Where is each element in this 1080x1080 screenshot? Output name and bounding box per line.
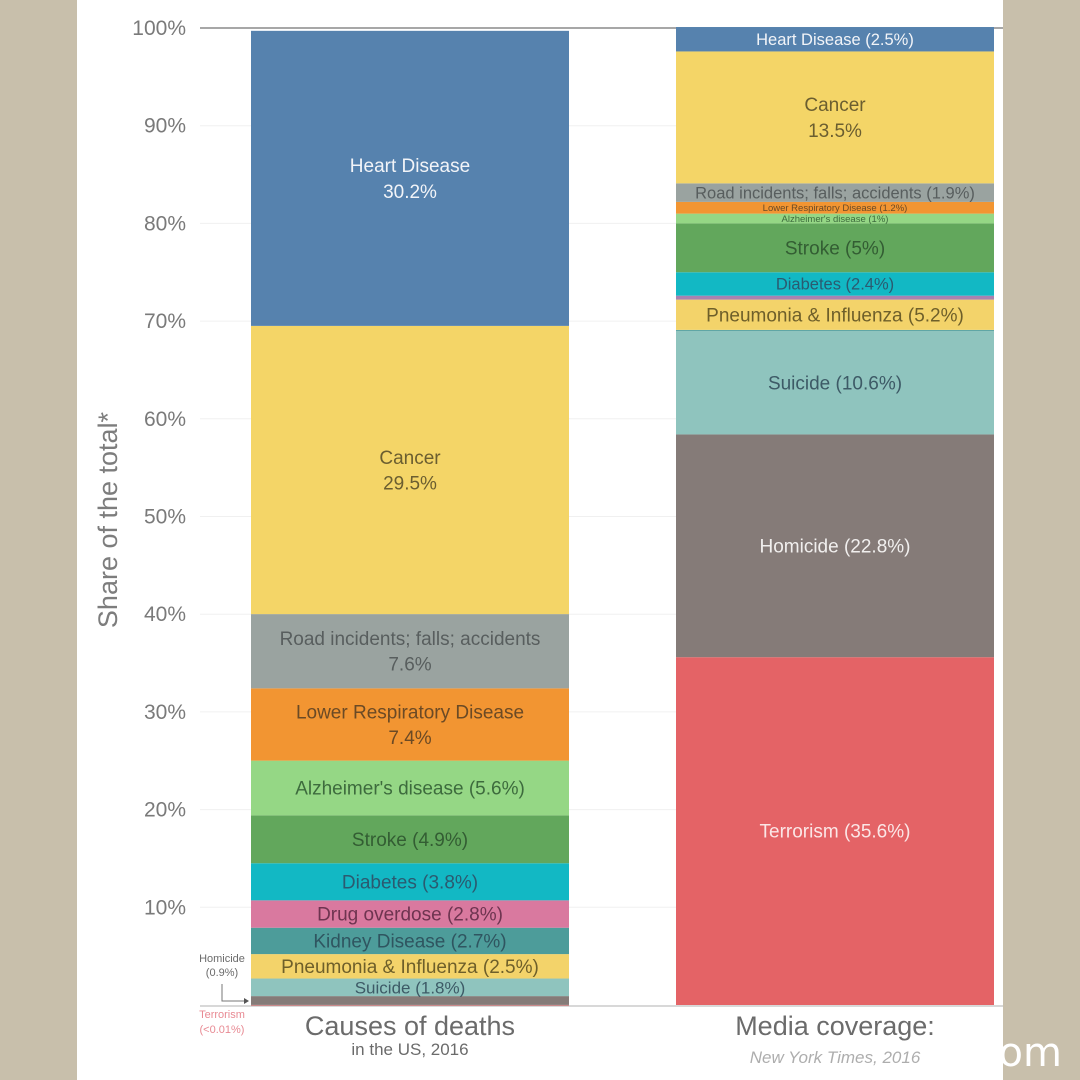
annotation-arrowhead xyxy=(244,998,249,1004)
segment-drug-overdose xyxy=(676,295,994,300)
y-axis-title: Share of the total* xyxy=(93,411,123,628)
segment-alzheimer-s-disease xyxy=(676,213,994,224)
category-subtitle: New York Times, 2016 xyxy=(750,1048,921,1067)
category-subtitle: in the US, 2016 xyxy=(351,1040,468,1059)
segment-heart-disease xyxy=(676,27,994,52)
segment-label: Alzheimer's disease (1%) xyxy=(782,214,889,225)
annotation-homicide-value: (0.9%) xyxy=(206,967,238,979)
segment-road-incidents-falls-accidents xyxy=(676,183,994,202)
y-tick-label: 90% xyxy=(144,115,186,138)
segment-label: Stroke (5%) xyxy=(785,238,885,259)
bar-media-coverage: Terrorism (35.6%) Homicide (22.8%) Suicide… xyxy=(676,27,994,1005)
segment-stroke xyxy=(676,223,994,273)
y-tick-label: 70% xyxy=(144,310,186,333)
annotation-arrow xyxy=(221,984,248,1002)
bar-causes-of-death: Suicide (1.8%)Pneumonia & Influenza (2.5… xyxy=(251,30,569,1006)
y-tick-label: 20% xyxy=(144,799,186,822)
segment-label: Diabetes (3.8%) xyxy=(342,872,478,893)
watermark-text: com xyxy=(976,1030,1062,1076)
y-tick-label: 10% xyxy=(144,896,186,919)
segment-label: 7.6% xyxy=(388,655,431,676)
segment-diabetes xyxy=(251,863,569,901)
segment-kidney-disease xyxy=(251,927,569,955)
segment-lower-respiratory-disease xyxy=(676,201,994,214)
segment-heart-disease xyxy=(251,30,569,326)
segment-homicide xyxy=(676,434,994,658)
segment-terrorism xyxy=(251,1004,569,1006)
y-tick-label: 100% xyxy=(132,17,186,40)
annotations: Homicide (0.9%) Terrorism (<0.01%) xyxy=(199,953,249,1036)
segment-label: Road incidents; falls; accidents (1.9%) xyxy=(695,184,975,202)
segment-label: Heart Disease xyxy=(350,156,470,177)
segment-lower-respiratory-disease xyxy=(251,688,569,761)
segment-pneumonia-influenza xyxy=(251,954,569,979)
segment-label: Lower Respiratory Disease (1.2%) xyxy=(763,203,908,214)
segment-label: Drug overdose (2.8%) xyxy=(317,905,503,926)
bars: Suicide (1.8%)Pneumonia & Influenza (2.5… xyxy=(251,27,994,1006)
segment-suicide xyxy=(251,978,569,997)
segment-label: Pneumonia & Influenza (5.2%) xyxy=(706,305,964,326)
segment-diabetes xyxy=(676,272,994,296)
segment-label: Terrorism (35.6%) xyxy=(760,822,911,843)
segment-label: Lower Respiratory Disease xyxy=(296,702,524,723)
y-tick-label: 60% xyxy=(144,408,186,431)
segment-stroke xyxy=(251,815,569,864)
y-tick-label: 30% xyxy=(144,701,186,724)
segment-label: Road incidents; falls; accidents xyxy=(280,629,541,650)
annotation-terrorism-label: Terrorism xyxy=(199,1009,245,1021)
y-tick-label: 50% xyxy=(144,506,186,529)
segment-label: Diabetes (2.4%) xyxy=(776,276,894,294)
segment-label: Suicide (10.6%) xyxy=(768,373,902,394)
segment-label: Kidney Disease (2.7%) xyxy=(313,932,506,953)
segment-drug-overdose xyxy=(251,900,569,928)
segment-alzheimer-s-disease xyxy=(251,760,569,816)
segment-terrorism xyxy=(676,657,994,1005)
y-tick-label: 80% xyxy=(144,212,186,235)
segment-label: Cancer xyxy=(804,95,866,116)
segment-label: 30.2% xyxy=(383,182,437,203)
segment-kidney-disease xyxy=(676,329,994,331)
y-axis-ticks: 10% 20% 30% 40% 50% 60% 70% 80% 90% 100% xyxy=(132,17,186,919)
annotation-homicide-label: Homicide xyxy=(199,953,245,965)
segment-label: Cancer xyxy=(379,448,441,469)
segment-label: 29.5% xyxy=(383,473,437,494)
segment-label: Alzheimer's disease (5.6%) xyxy=(295,779,525,800)
segment-cancer xyxy=(676,51,994,184)
segment-homicide xyxy=(251,996,569,1005)
segment-pneumonia-influenza xyxy=(676,299,994,330)
segment-label: 7.4% xyxy=(388,728,431,749)
segment-road-incidents-falls-accidents xyxy=(251,614,569,689)
category-title: Causes of deaths xyxy=(305,1011,515,1041)
segment-label: Homicide (22.8%) xyxy=(760,536,911,557)
segment-suicide xyxy=(676,330,994,435)
segment-cancer xyxy=(251,325,569,615)
category-title: Media coverage: xyxy=(735,1011,935,1041)
segment-label: 13.5% xyxy=(808,121,862,142)
segment-label: Suicide (1.8%) xyxy=(355,978,466,997)
y-tick-label: 40% xyxy=(144,603,186,626)
segment-label: Pneumonia & Influenza (2.5%) xyxy=(281,957,539,978)
segment-label: Stroke (4.9%) xyxy=(352,830,468,851)
segment-label: Heart Disease (2.5%) xyxy=(756,31,914,49)
annotation-terrorism-value: (<0.01%) xyxy=(200,1024,245,1036)
